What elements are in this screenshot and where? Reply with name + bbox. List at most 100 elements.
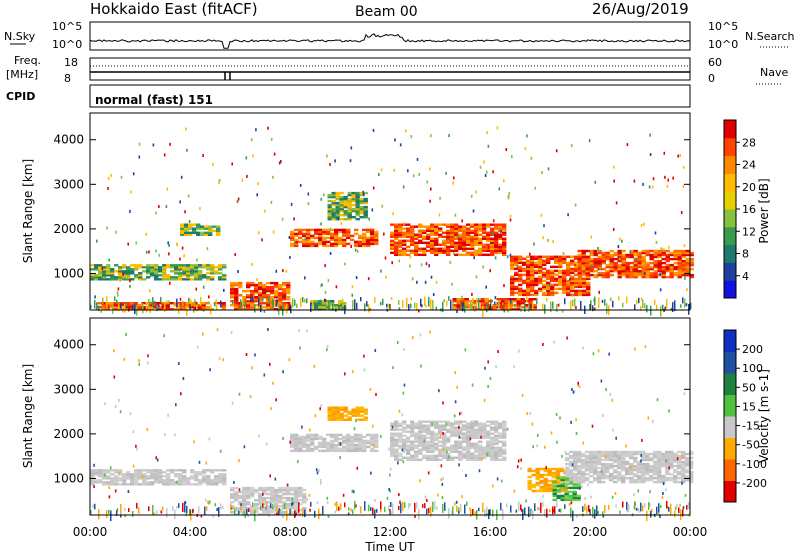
cell-1-4 bbox=[430, 448, 435, 451]
cell-1-0 bbox=[134, 475, 139, 478]
cell-1-6 bbox=[564, 486, 569, 490]
cell-1-4 bbox=[398, 454, 403, 457]
speckle-1 bbox=[93, 463, 95, 467]
speckle-1 bbox=[124, 514, 127, 518]
speckle-1 bbox=[612, 428, 614, 432]
cell-1-7 bbox=[681, 476, 686, 480]
cell-1-0 bbox=[98, 471, 103, 474]
colorbar-swatch bbox=[724, 226, 736, 246]
ground-clutter-0 bbox=[656, 304, 658, 310]
ground-clutter-0 bbox=[214, 302, 216, 307]
cell-0-0 bbox=[129, 302, 134, 305]
cell-1-4 bbox=[474, 458, 479, 461]
ground-clutter-1 bbox=[272, 504, 274, 510]
speckle-1 bbox=[500, 479, 503, 483]
speckle-0 bbox=[666, 184, 669, 188]
cell-0-6 bbox=[394, 231, 399, 234]
cell-1-0 bbox=[194, 471, 199, 474]
cell-1-4 bbox=[426, 458, 431, 461]
speckle-1 bbox=[665, 488, 667, 492]
cell-1-4 bbox=[502, 442, 507, 445]
ground-clutter-0 bbox=[324, 298, 326, 303]
speckle-0 bbox=[438, 213, 441, 217]
cell-1-0 bbox=[222, 475, 227, 478]
ground-clutter-1 bbox=[246, 509, 248, 516]
ground-clutter-1 bbox=[184, 501, 186, 513]
cell-1-7 bbox=[633, 450, 638, 454]
speckle-0 bbox=[542, 236, 544, 240]
cell-1-3 bbox=[351, 408, 356, 411]
cell-0-8 bbox=[554, 291, 559, 295]
cell-1-5 bbox=[547, 483, 552, 487]
cell-1-5 bbox=[535, 473, 540, 477]
speckle-0 bbox=[148, 289, 151, 293]
speckle-0 bbox=[145, 250, 148, 254]
cell-1-7 bbox=[569, 450, 574, 454]
cell-1-1 bbox=[298, 499, 303, 502]
cell-1-7 bbox=[629, 470, 634, 474]
cell-1-1 bbox=[230, 494, 235, 498]
speckle-1 bbox=[458, 463, 460, 467]
cell-0-8 bbox=[550, 291, 555, 295]
speckle-1 bbox=[369, 388, 372, 391]
speckle-1 bbox=[344, 372, 346, 376]
cell-0-6 bbox=[446, 245, 451, 248]
cell-1-7 bbox=[589, 474, 594, 478]
cell-0-8 bbox=[510, 277, 515, 281]
cell-1-7 bbox=[585, 460, 590, 464]
cell-1-4 bbox=[482, 452, 487, 455]
cell-1-7 bbox=[573, 460, 578, 464]
cell-1-3 bbox=[363, 412, 368, 415]
cell-0-5 bbox=[363, 191, 368, 195]
cell-1-4 bbox=[418, 436, 423, 439]
cell-1-2 bbox=[310, 435, 315, 439]
speckle-0 bbox=[371, 208, 374, 212]
cell-1-4 bbox=[414, 424, 419, 427]
cell-0-8 bbox=[554, 279, 559, 283]
cell-0-6 bbox=[498, 233, 503, 236]
cell-0-9 bbox=[681, 273, 686, 277]
speckle-1 bbox=[269, 362, 271, 366]
cell-1-0 bbox=[206, 475, 211, 478]
cell-1-1 bbox=[246, 501, 251, 504]
cell-1-4 bbox=[390, 442, 395, 445]
cell-0-6 bbox=[410, 237, 415, 240]
cell-1-1 bbox=[298, 509, 303, 512]
cell-0-1 bbox=[178, 274, 183, 277]
cell-0-9 bbox=[601, 271, 606, 275]
cell-0-4 bbox=[302, 228, 307, 232]
cell-1-7 bbox=[685, 458, 690, 462]
ground-clutter-0 bbox=[96, 302, 98, 310]
cell-0-0 bbox=[117, 304, 122, 307]
cell-0-9 bbox=[621, 269, 626, 273]
cell-0-4 bbox=[338, 236, 343, 240]
cell-0-8 bbox=[538, 289, 543, 293]
cell-1-2 bbox=[342, 447, 347, 451]
cell-1-4 bbox=[418, 422, 423, 425]
cell-0-5 bbox=[339, 205, 344, 209]
cell-0-3 bbox=[282, 306, 287, 309]
cell-0-7 bbox=[500, 306, 505, 309]
cell-1-4 bbox=[478, 446, 483, 449]
cell-0-9 bbox=[657, 249, 662, 253]
cell-0-8 bbox=[550, 289, 555, 293]
cell-1-4 bbox=[482, 434, 487, 437]
cell-1-2 bbox=[290, 435, 295, 439]
ground-clutter-1 bbox=[344, 502, 346, 508]
speckle-0 bbox=[652, 177, 655, 181]
cell-0-4 bbox=[322, 236, 327, 240]
ground-clutter-1 bbox=[452, 506, 454, 516]
cell-1-7 bbox=[621, 468, 626, 472]
cell-0-6 bbox=[422, 229, 427, 232]
ground-clutter-0 bbox=[462, 302, 464, 312]
cell-1-4 bbox=[418, 440, 423, 443]
cell-0-1 bbox=[186, 272, 191, 275]
speckle-0 bbox=[115, 230, 117, 234]
speckle-0 bbox=[372, 128, 375, 132]
ground-clutter-1 bbox=[404, 502, 406, 508]
cell-0-9 bbox=[645, 267, 650, 271]
cell-0-1 bbox=[218, 276, 223, 279]
speckle-0 bbox=[430, 134, 432, 138]
cell-1-5 bbox=[535, 475, 540, 479]
cell-1-2 bbox=[306, 435, 311, 439]
